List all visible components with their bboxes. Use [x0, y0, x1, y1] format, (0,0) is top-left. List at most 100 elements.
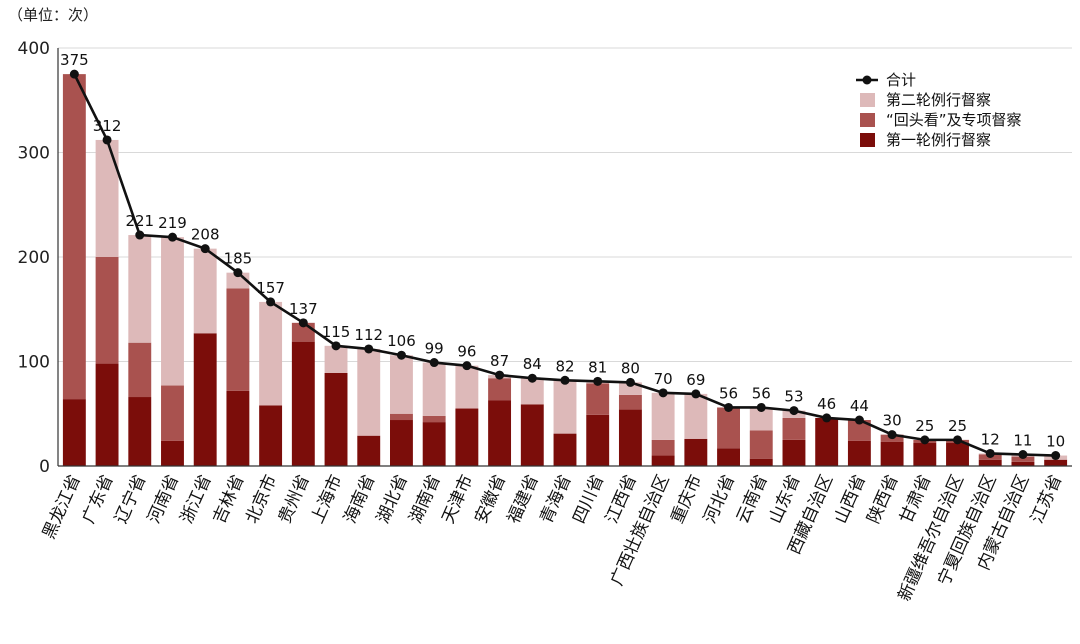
bar-first-round	[390, 420, 413, 466]
total-point	[429, 358, 439, 368]
total-value-label: 10	[1046, 433, 1065, 451]
total-point	[233, 268, 243, 278]
bar-first-round	[95, 363, 119, 466]
bar-first-round	[357, 435, 381, 466]
bar-first-round	[847, 440, 871, 466]
total-point	[1051, 451, 1061, 461]
bar-first-round	[717, 448, 740, 466]
bar-first-round	[880, 441, 904, 466]
total-value-label: 11	[1013, 432, 1032, 450]
bar-second-round	[357, 348, 381, 436]
bar-lookback	[422, 415, 446, 423]
bar-second-round	[193, 248, 217, 334]
total-point	[625, 377, 635, 387]
total-point	[691, 389, 701, 399]
bar-first-round	[651, 455, 675, 466]
total-value-label: 53	[784, 388, 803, 406]
bar-first-round	[749, 458, 773, 466]
legend-label: “回头看”及专项督察	[886, 111, 1022, 129]
legend-label: 第一轮例行督察	[886, 131, 991, 149]
total-value-label: 137	[289, 300, 318, 318]
bar-first-round	[586, 414, 610, 466]
total-value-label: 96	[457, 343, 476, 361]
bar-second-round	[324, 345, 348, 373]
bar-first-round	[324, 372, 348, 466]
bar-second-round	[128, 235, 152, 343]
bar-second-round	[161, 237, 184, 386]
total-point	[854, 415, 864, 425]
y-tick-label: 100	[18, 353, 50, 373]
total-point	[200, 244, 210, 254]
total-value-label: 44	[850, 397, 869, 415]
bar-lookback	[847, 420, 871, 441]
total-point	[69, 69, 79, 79]
total-point	[396, 350, 406, 360]
total-line	[69, 69, 1061, 461]
bar-second-round	[422, 362, 446, 416]
total-value-label: 56	[752, 384, 771, 402]
bar-lookback	[782, 417, 806, 440]
bar-first-round	[1044, 459, 1068, 466]
bar-lookback	[95, 257, 119, 364]
y-tick-label: 200	[18, 248, 50, 268]
bar-second-round	[749, 407, 773, 431]
category-labels: 黑龙江省广东省辽宁省河南省浙江省吉林省北京市贵州省上海市海南省湖北省湖南省天津市…	[39, 472, 1066, 604]
bar-first-round	[488, 400, 512, 466]
total-value-label: 99	[425, 340, 444, 358]
bar-lookback	[717, 407, 740, 449]
total-value-label: 56	[719, 384, 738, 402]
total-point	[135, 230, 145, 240]
total-point	[756, 402, 766, 412]
bar-first-round	[62, 399, 86, 466]
bar-second-round	[684, 393, 708, 439]
total-point	[920, 435, 930, 445]
total-value-label: 84	[523, 355, 542, 373]
total-point	[102, 135, 112, 145]
total-point	[527, 373, 537, 383]
total-point	[462, 361, 472, 371]
total-value-label: 115	[322, 323, 351, 341]
total-value-label: 208	[191, 226, 220, 244]
bar-lookback	[128, 342, 152, 398]
total-point	[658, 388, 668, 398]
bar-lookback	[618, 394, 642, 410]
y-axis-ticks: 0 100 200 300 400	[18, 39, 50, 477]
total-point	[887, 430, 897, 440]
unit-label: （单位：次）	[8, 6, 99, 24]
total-value-label: 185	[224, 250, 253, 268]
total-point	[822, 413, 832, 423]
bar-first-round	[193, 333, 217, 466]
bar-lookback	[226, 288, 250, 391]
bar-second-round	[553, 380, 577, 434]
total-value-label: 81	[588, 358, 607, 376]
bar-lookback	[749, 430, 773, 459]
total-point	[953, 435, 963, 445]
legend-swatch	[860, 93, 875, 107]
bar-lookback	[390, 413, 413, 421]
bar-first-round	[128, 397, 152, 466]
bar-lookback	[1011, 456, 1035, 462]
bar-first-round	[946, 443, 969, 466]
bar-first-round	[455, 408, 479, 466]
total-value-label: 112	[354, 326, 383, 344]
total-value-label: 219	[158, 214, 187, 232]
total-point	[724, 402, 734, 412]
bar-second-round	[259, 301, 283, 406]
bar-lookback	[161, 385, 184, 441]
total-point	[266, 297, 276, 307]
total-value-label: 312	[93, 117, 122, 135]
total-point	[495, 370, 505, 380]
bar-lookback	[488, 378, 512, 401]
total-point	[298, 318, 308, 328]
bar-second-round	[455, 365, 479, 409]
total-point	[364, 344, 374, 354]
bar-lookback	[586, 383, 610, 415]
bar-first-round	[782, 439, 806, 466]
bar-first-round	[618, 409, 642, 466]
total-point	[789, 406, 799, 416]
bar-first-round	[291, 341, 315, 466]
total-value-label: 30	[883, 412, 902, 430]
